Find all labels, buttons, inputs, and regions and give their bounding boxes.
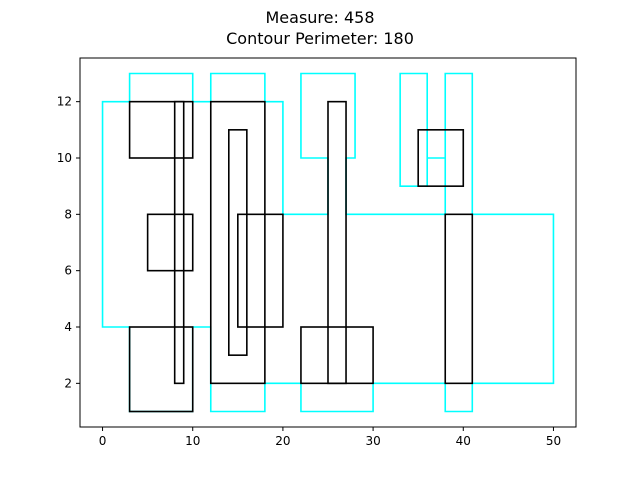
y-tick-label: 10: [57, 151, 72, 165]
rectangle-9: [300, 326, 374, 385]
x-tick-label: 50: [546, 434, 561, 448]
rectangle-10: [417, 129, 465, 187]
rectangle-11: [444, 213, 474, 385]
chart-title-line-1: Measure: 458: [265, 8, 374, 27]
rectangle-6: [228, 129, 248, 356]
rectangle-5: [209, 100, 266, 385]
rectangle-7: [237, 213, 284, 328]
y-tick-label: 8: [64, 207, 72, 221]
chart-title-line-2: Contour Perimeter: 180: [226, 29, 414, 48]
plot-area: [101, 72, 555, 413]
y-tick-label: 4: [64, 320, 72, 334]
rectangle-4: [128, 326, 194, 413]
contour-outline: [101, 72, 555, 413]
rectangle-2: [173, 100, 185, 385]
x-tick-label: 40: [456, 434, 471, 448]
x-tick-label: 20: [275, 434, 290, 448]
axes-frame: [79, 57, 577, 428]
rectangle-3: [146, 213, 194, 272]
x-tick-label: 30: [365, 434, 380, 448]
x-tick-label: 0: [99, 434, 107, 448]
rectangle-8: [327, 100, 347, 385]
x-tick-label: 10: [185, 434, 200, 448]
y-tick-label: 2: [64, 376, 72, 390]
axis-ticks: 0 10 20 30 40 50 2 4 6 8 10 12: [57, 95, 561, 448]
y-tick-label: 6: [64, 264, 72, 278]
y-tick-label: 12: [57, 95, 72, 109]
rectangle-1: [128, 100, 194, 159]
